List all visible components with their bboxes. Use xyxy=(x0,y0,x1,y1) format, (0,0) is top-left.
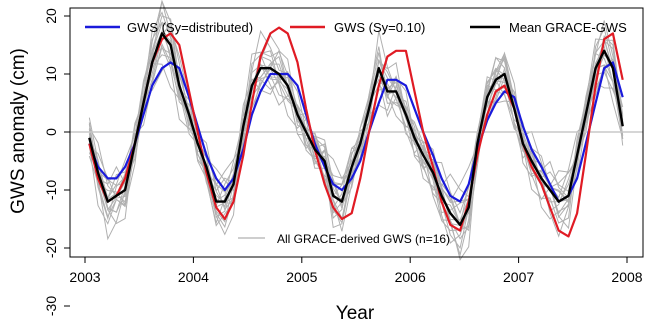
all-grace-gws-line xyxy=(88,21,624,261)
x-tick-label: 2005 xyxy=(286,269,317,285)
legend-label-mean: Mean GRACE-GWS xyxy=(509,20,627,35)
legend-label-distributed: GWS (Sy=distributed) xyxy=(127,20,253,35)
legend-label-sy010: GWS (Sy=0.10) xyxy=(334,20,425,35)
x-tick-label: 2007 xyxy=(503,269,534,285)
y-tick-label: -20 xyxy=(43,238,59,258)
x-tick-label: 2003 xyxy=(69,269,100,285)
y-tick-label: 10 xyxy=(43,66,59,82)
x-axis-title: Year xyxy=(336,303,375,324)
x-tick-label: 2004 xyxy=(178,269,209,285)
y-axis-title: GWS anomaly (cm) xyxy=(8,48,29,214)
x-tick-label: 2006 xyxy=(395,269,426,285)
legend-top: GWS (Sy=distributed) GWS (Sy=0.10) Mean … xyxy=(85,20,627,35)
legend-bottom: All GRACE-derived GWS (n=16) xyxy=(238,232,450,246)
main-series-lines xyxy=(88,26,624,238)
y-tick-label: 20 xyxy=(43,8,59,24)
y-tick-label: -30 xyxy=(43,296,59,316)
series-line-gws-sy-distributed xyxy=(88,61,624,203)
legend-label-all-grace: All GRACE-derived GWS (n=16) xyxy=(277,232,450,246)
series-line-mean-grace-gws xyxy=(88,32,624,226)
x-tick-label: 2008 xyxy=(611,269,642,285)
y-tick-label: 0 xyxy=(43,128,59,136)
x-axis: 2003 2004 2005 2006 2007 2008 xyxy=(69,257,643,285)
y-axis: -30-20-100102030 xyxy=(43,8,70,316)
series-line-gws-sy-0-10 xyxy=(88,26,624,238)
y-tick-label: -10 xyxy=(43,180,59,200)
